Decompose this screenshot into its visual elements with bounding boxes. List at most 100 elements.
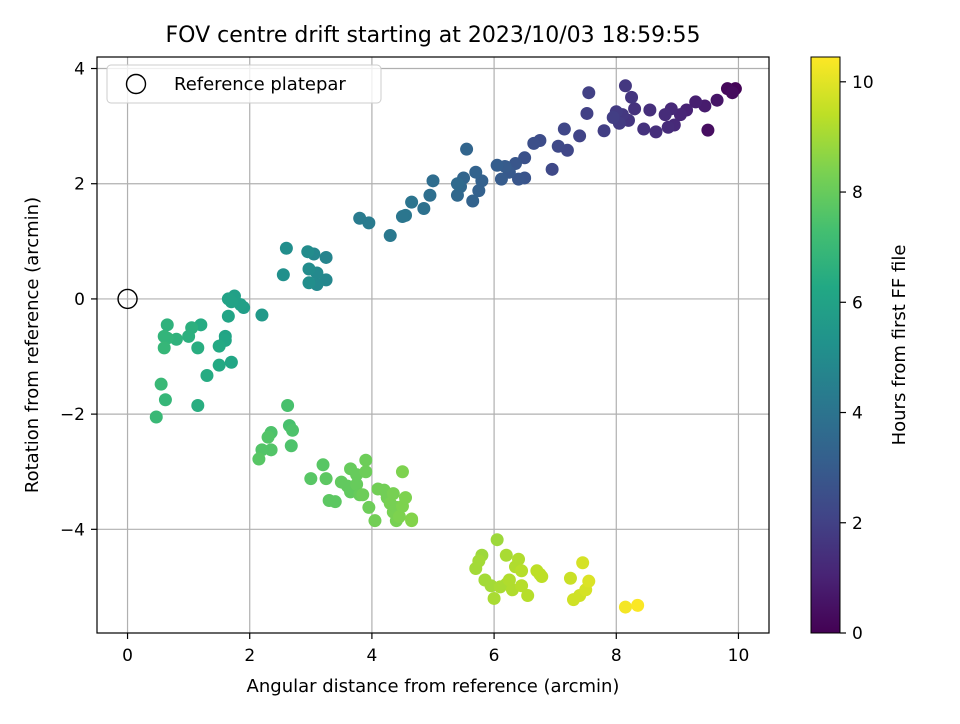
legend-label-reference: Reference platepar: [174, 74, 346, 95]
y-tick-label: −4: [60, 520, 85, 540]
colorbar: 0 2 4 6 8 10 Hours from first FF file: [810, 56, 910, 644]
data-point: [316, 458, 330, 472]
data-point: [252, 452, 266, 466]
data-point: [515, 564, 529, 578]
data-point: [276, 268, 290, 282]
data-point: [405, 514, 419, 528]
colorbar-tick-label: 0: [852, 624, 863, 644]
data-point: [417, 201, 431, 215]
data-point: [157, 341, 171, 355]
data-point: [618, 79, 632, 93]
chart-title: FOV centre drift starting at 2023/10/03 …: [166, 23, 701, 48]
data-point: [563, 571, 577, 585]
data-point: [545, 162, 559, 176]
data-point: [573, 129, 587, 143]
x-tick-label: 0: [122, 646, 133, 666]
data-point: [710, 93, 724, 107]
plot-frame: [96, 56, 770, 634]
data-point: [512, 172, 526, 186]
data-point: [158, 393, 172, 407]
data-point: [625, 90, 639, 104]
data-point: [521, 589, 535, 603]
data-point: [597, 124, 611, 138]
data-point: [466, 194, 480, 208]
data-point: [527, 136, 541, 150]
legend-box: [106, 64, 382, 104]
data-point: [551, 139, 565, 153]
data-point: [725, 86, 739, 100]
data-point: [649, 125, 663, 139]
data-point: [302, 276, 316, 290]
data-point: [628, 102, 642, 116]
data-point: [487, 591, 501, 605]
x-axis-label: Angular distance from reference (arcmin): [247, 676, 620, 697]
data-point: [386, 487, 400, 501]
y-tick-label: 2: [74, 175, 85, 195]
scatter-points: [149, 79, 742, 614]
x-tick-label: 4: [366, 646, 377, 666]
data-point: [368, 514, 382, 528]
data-point: [658, 108, 672, 122]
x-tick-label: 10: [728, 646, 750, 666]
colorbar-tick-label: 6: [852, 293, 863, 313]
data-point: [469, 165, 483, 179]
x-tick-label: 8: [611, 646, 622, 666]
data-point: [359, 453, 373, 467]
data-point: [221, 292, 235, 306]
data-point: [689, 95, 703, 109]
data-point: [383, 229, 397, 243]
colorbar-tick-label: 2: [852, 514, 863, 534]
data-point: [631, 598, 645, 612]
data-point: [580, 106, 594, 120]
x-tick-label: 6: [489, 646, 500, 666]
data-point: [460, 142, 474, 156]
data-point: [154, 377, 168, 391]
data-point: [469, 561, 483, 575]
data-point: [261, 430, 275, 444]
data-point: [515, 579, 529, 593]
legend-marker-reference: [125, 73, 147, 95]
data-point: [328, 495, 342, 509]
data-point: [535, 570, 549, 584]
data-point: [399, 491, 413, 505]
colorbar-tick-label: 10: [852, 73, 874, 93]
data-point: [200, 369, 214, 383]
data-point: [359, 465, 373, 479]
data-point: [426, 174, 440, 188]
data-point: [356, 488, 370, 502]
data-point: [281, 398, 295, 412]
data-point: [606, 110, 620, 124]
data-point: [512, 552, 526, 566]
data-point: [450, 177, 464, 191]
y-tick-label: −2: [60, 405, 85, 425]
data-point: [212, 358, 226, 372]
data-point: [582, 86, 596, 100]
data-point: [701, 123, 715, 137]
data-point: [490, 158, 504, 172]
data-point: [395, 465, 409, 479]
data-point: [319, 472, 333, 486]
colorbar-label: Hours from first FF file: [889, 245, 910, 446]
data-point: [191, 398, 205, 412]
data-point: [362, 500, 376, 514]
data-point: [494, 172, 508, 186]
data-point: [255, 308, 269, 322]
data-point: [450, 188, 464, 202]
x-axis-ticks: 0 2 4 6 8 10: [122, 633, 749, 666]
data-point: [423, 188, 437, 202]
colorbar-tick-label: 4: [852, 404, 863, 424]
y-tick-label: 4: [74, 60, 85, 80]
data-point: [637, 122, 651, 136]
data-point: [212, 339, 226, 353]
data-point: [661, 120, 675, 134]
data-point: [319, 250, 333, 264]
data-point: [285, 423, 299, 437]
data-point: [304, 472, 318, 486]
colorbar-ticks: 0 2 4 6 8 10: [840, 73, 874, 644]
y-axis-ticks: −4 −2 0 2 4: [60, 60, 97, 540]
data-point: [160, 318, 174, 332]
data-point: [472, 184, 486, 198]
data-point: [405, 195, 419, 209]
